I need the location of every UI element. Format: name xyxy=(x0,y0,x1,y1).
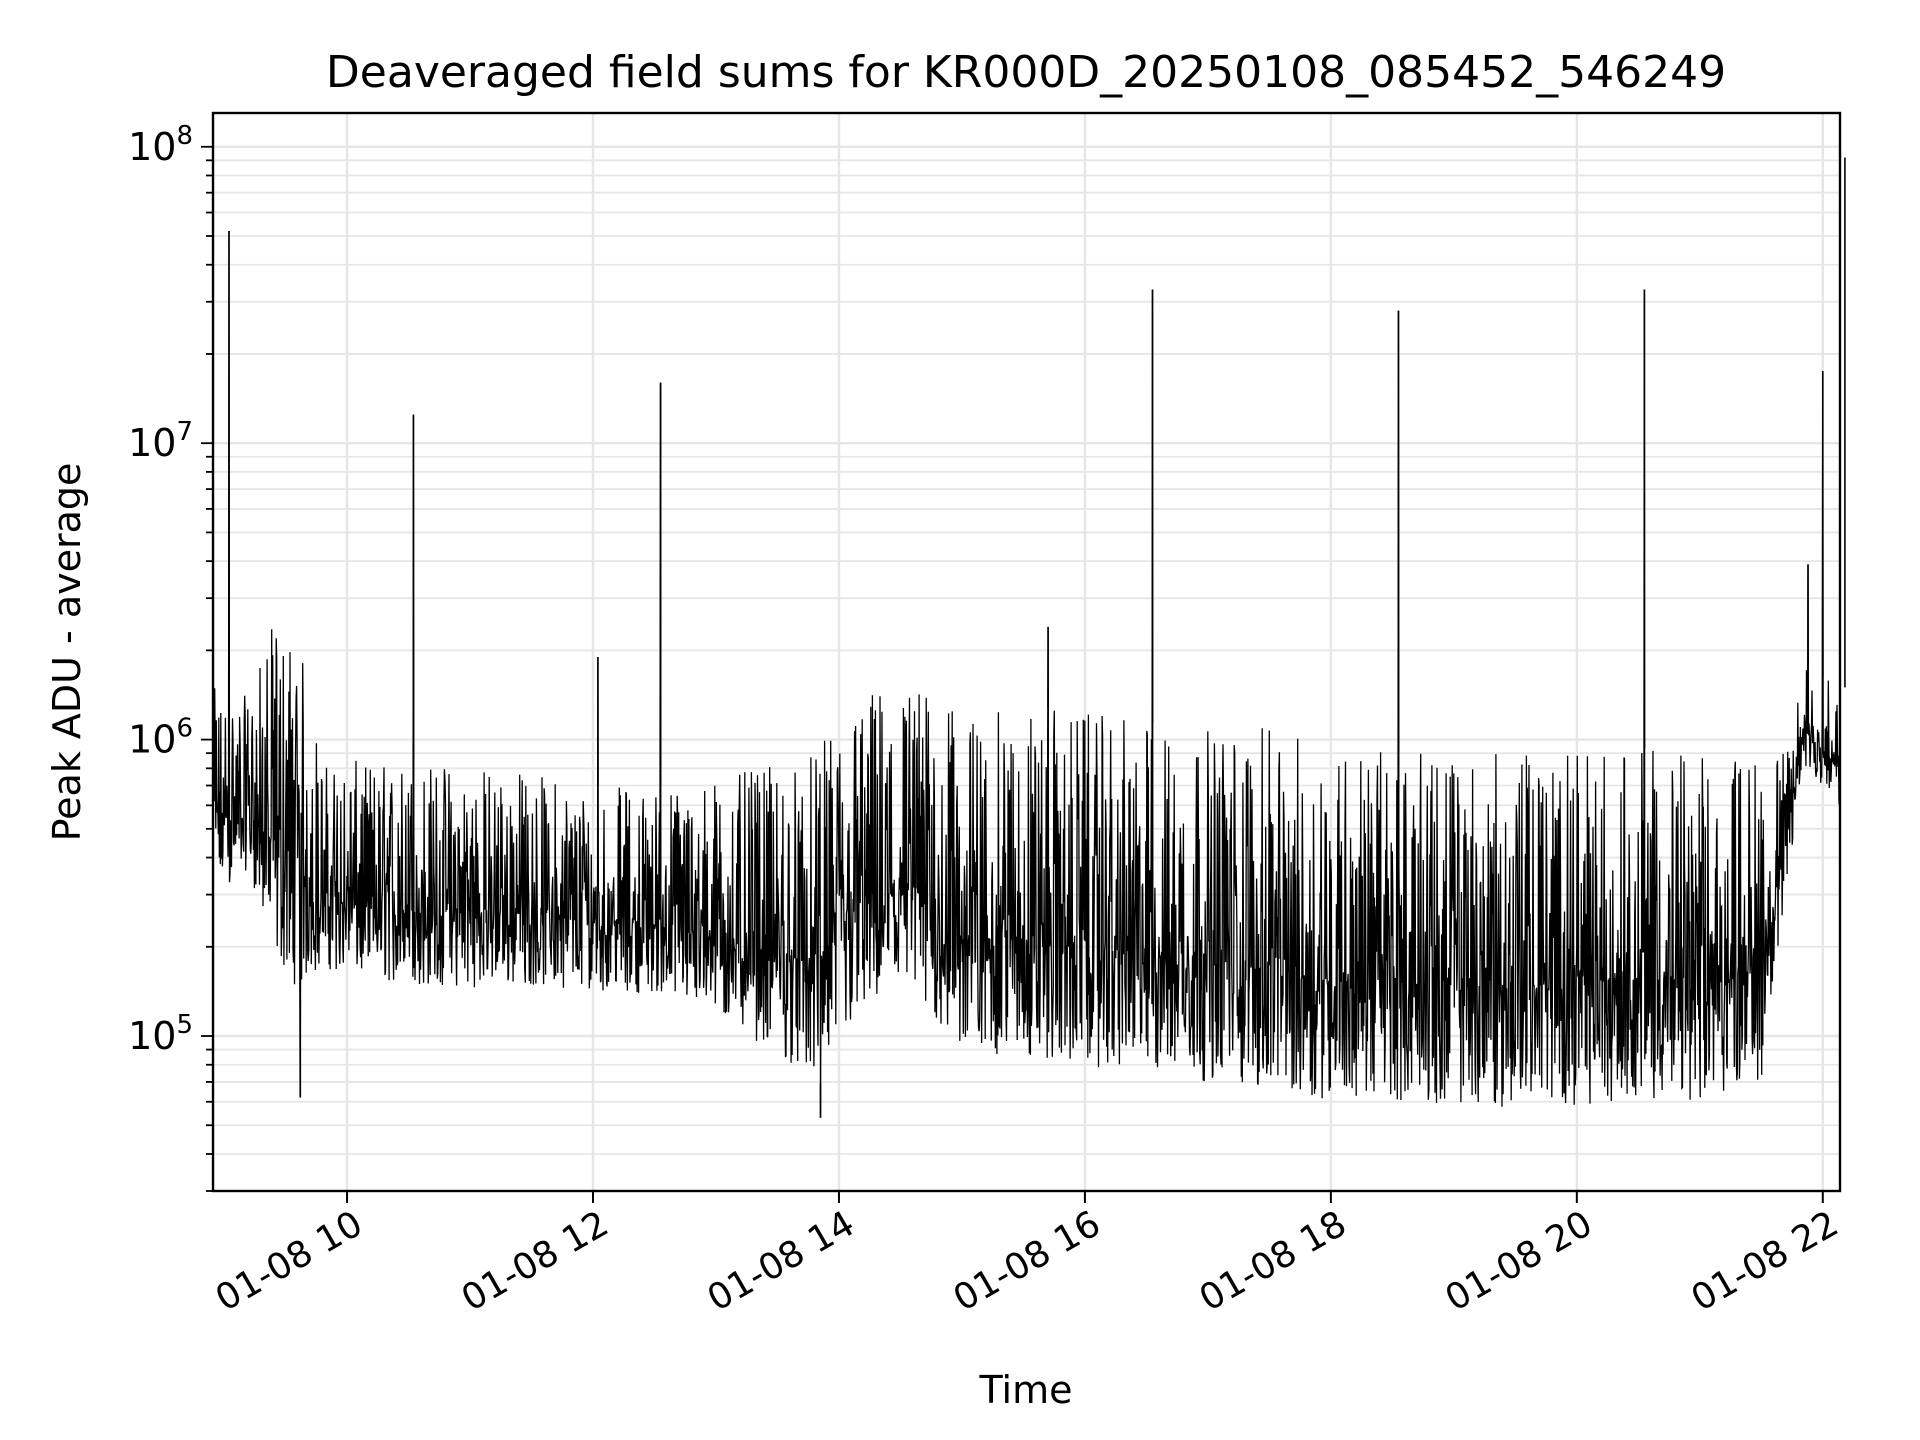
plot-frame xyxy=(211,111,1842,1193)
chart-title: Deaveraged field sums for KR000D_2025010… xyxy=(326,47,1726,98)
x-axis-label: Time xyxy=(979,1368,1073,1412)
y-axis-label: Peak ADU - average xyxy=(45,463,89,842)
y-tick-label: 107 xyxy=(128,417,193,465)
y-tick-label: 106 xyxy=(128,714,193,762)
y-tick-label: 105 xyxy=(128,1010,193,1058)
y-tick-label: 108 xyxy=(128,121,193,169)
series-polyline xyxy=(213,230,1841,1118)
series-line xyxy=(213,157,1846,1118)
y-axis: 105 106 107 108 xyxy=(128,121,213,1192)
